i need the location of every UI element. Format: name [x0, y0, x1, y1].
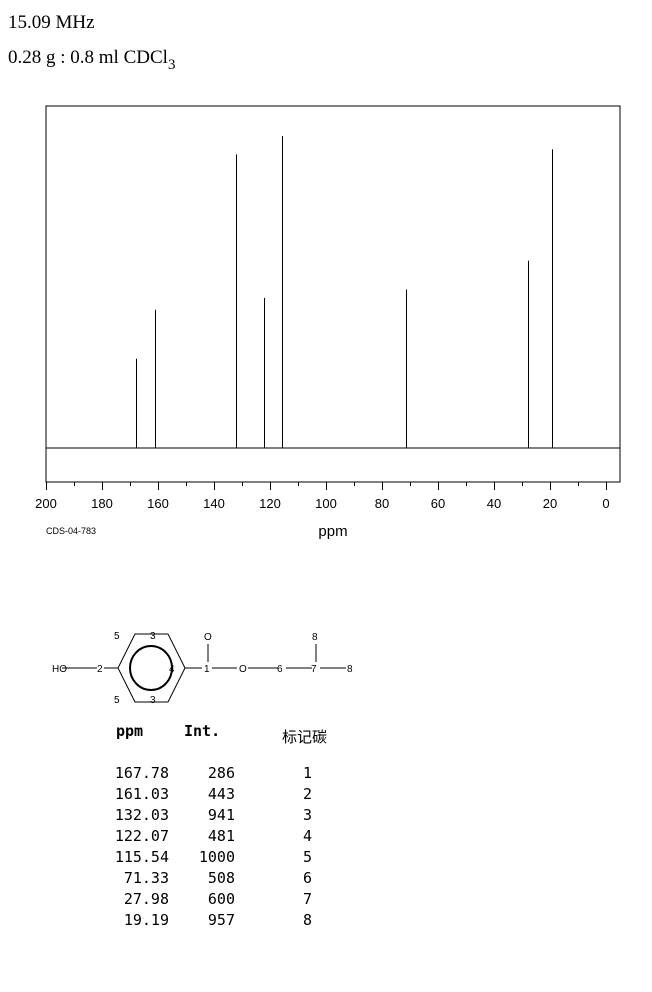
atom-label-2: 2: [97, 664, 103, 675]
peaks-group: [136, 136, 553, 448]
atom-label-5-bottom: 5: [114, 695, 120, 706]
x-tick-label-120: 120: [259, 496, 281, 511]
cell-assign: 1: [302, 764, 312, 782]
cell-int: 443: [207, 785, 235, 803]
atom-ester-o: O: [239, 664, 247, 675]
atom-label-4: 4: [169, 664, 175, 675]
x-tick-label-40: 40: [487, 496, 501, 511]
table-row: 19.19 957 8: [80, 911, 380, 932]
atom-label-3-top: 3: [150, 631, 156, 642]
table-row: 71.33 508 6: [80, 869, 380, 890]
x-tick-label-20: 20: [543, 496, 557, 511]
atom-label-1: 1: [204, 664, 210, 675]
x-tick-label-200: 200: [35, 496, 57, 511]
cell-int: 600: [207, 890, 235, 908]
cell-ppm: 71.33: [123, 869, 169, 887]
x-tick-label-100: 100: [315, 496, 337, 511]
cell-ppm: 132.03: [114, 806, 169, 824]
aromatic-circle: [129, 645, 173, 691]
x-tick-label-0: 0: [602, 496, 609, 511]
cell-int: 957: [207, 911, 235, 929]
header-ppm: ppm: [116, 722, 144, 740]
atom-label-8-top: 8: [312, 632, 318, 643]
cell-ppm: 19.19: [123, 911, 169, 929]
cell-assign: 2: [302, 785, 312, 803]
cell-ppm: 115.54: [114, 848, 169, 866]
spectrum-id: CDS-04-783: [46, 526, 96, 536]
x-tick-label-160: 160: [147, 496, 169, 511]
sample-main: 0.28 g : 0.8 ml CDCl: [8, 47, 168, 68]
plot-frame: [45, 105, 621, 483]
cell-ppm: 167.78: [114, 764, 169, 782]
cell-assign: 4: [302, 827, 312, 845]
table-row: 161.03 443 2: [80, 785, 380, 806]
atom-ho: HO: [52, 664, 67, 675]
header-int: Int.: [184, 722, 221, 740]
x-tick-label-180: 180: [91, 496, 113, 511]
molecule-structure: HO 2 5 3 5 3 4 1 O O 6 7 8 8: [52, 631, 353, 706]
cell-int: 941: [207, 806, 235, 824]
atom-label-3-bottom: 3: [150, 695, 156, 706]
sample-description: 0.28 g : 0.8 ml CDCl3: [8, 47, 175, 74]
cell-assign: 7: [302, 890, 312, 908]
cell-ppm: 122.07: [114, 827, 169, 845]
atom-label-7: 7: [311, 664, 317, 675]
nmr-spectrum-chart: 200 180 160 140 120 100 80 60 40 20 0 ppm CDS-04-7…: [35, 105, 621, 540]
atom-label-5-top: 5: [114, 631, 120, 642]
table-row: 132.03 941 3: [80, 806, 380, 827]
cell-int: 1000: [198, 848, 235, 866]
table-row: 122.07 481 4: [80, 827, 380, 848]
cell-assign: 6: [302, 869, 312, 887]
table-row: 115.54 1000 5: [80, 848, 380, 869]
cell-ppm: 161.03: [114, 785, 169, 803]
atom-label-6: 6: [277, 664, 283, 675]
x-tick-label-80: 80: [375, 496, 389, 511]
cell-assign: 8: [302, 911, 312, 929]
x-tick-label-140: 140: [203, 496, 225, 511]
cell-int: 508: [207, 869, 235, 887]
sample-subscript: 3: [167, 57, 176, 73]
cell-assign: 5: [302, 848, 312, 866]
header-assign: 标记碳: [282, 728, 328, 746]
atom-carbonyl-o: O: [204, 632, 212, 643]
table-row: 27.98 600 7: [80, 890, 380, 911]
atom-label-8-right: 8: [347, 664, 353, 675]
cell-assign: 3: [302, 806, 312, 824]
table-row: 167.78 286 1: [80, 764, 380, 785]
x-axis-label: ppm: [318, 523, 347, 540]
cell-ppm: 27.98: [123, 890, 169, 908]
spectrometer-frequency: 15.09 MHz: [8, 12, 95, 33]
cell-int: 481: [207, 827, 235, 845]
x-tick-label-60: 60: [431, 496, 445, 511]
benzene-ring: [117, 633, 186, 703]
x-ticks-group: 200 180 160 140 120 100 80 60 40 20 0: [35, 482, 610, 511]
cell-int: 286: [207, 764, 235, 782]
